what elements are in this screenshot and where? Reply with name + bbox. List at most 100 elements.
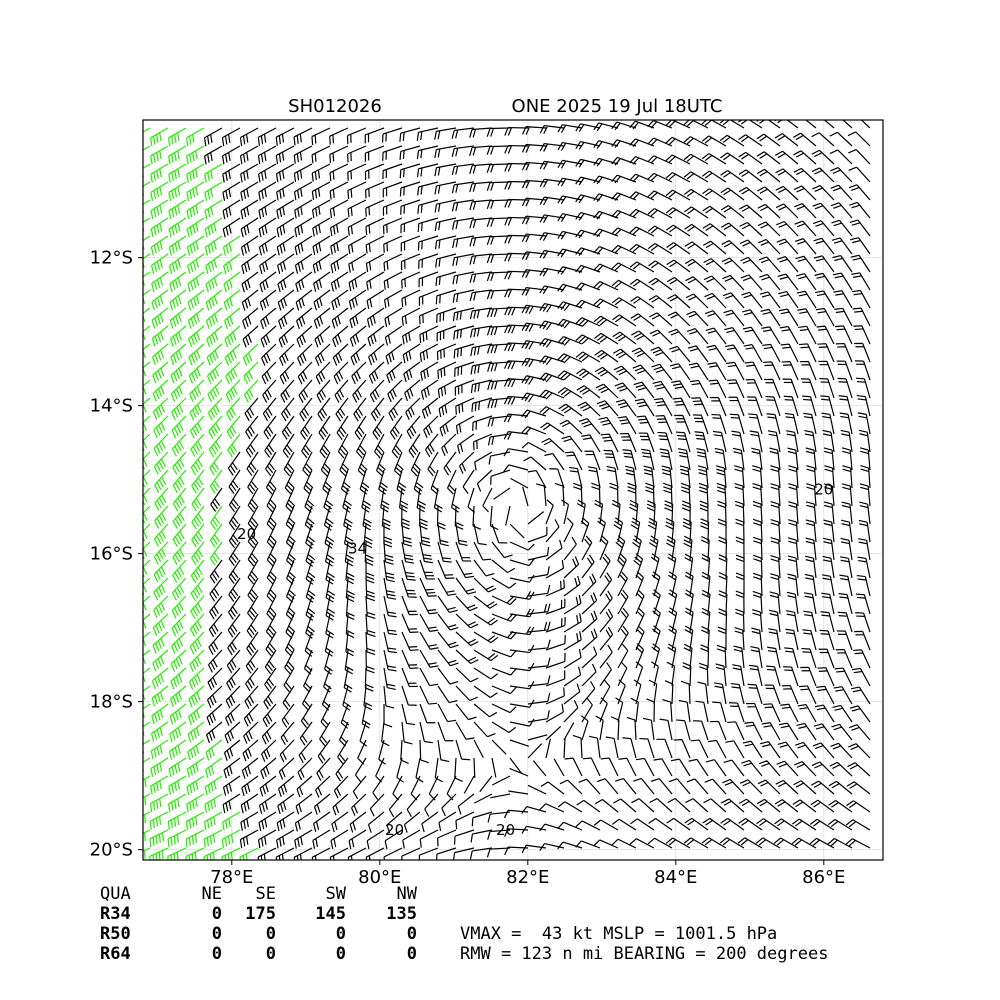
wind-barb bbox=[401, 505, 410, 530]
wind-barb bbox=[805, 501, 817, 525]
wind-barb bbox=[264, 667, 277, 692]
wind-barb bbox=[665, 224, 691, 237]
wind-barb bbox=[470, 379, 493, 394]
wind-barb bbox=[171, 613, 187, 637]
wind-barb bbox=[647, 155, 673, 165]
wind-barb bbox=[168, 163, 187, 183]
wind-barb bbox=[285, 577, 296, 603]
wind-barb bbox=[831, 723, 853, 741]
wind-barb bbox=[277, 793, 295, 815]
wind-barb bbox=[554, 482, 565, 507]
wind-barb bbox=[401, 613, 419, 633]
wind-barb bbox=[259, 253, 277, 275]
wind-barb bbox=[364, 541, 374, 566]
wind-barb bbox=[245, 415, 259, 440]
wind-barb bbox=[510, 477, 529, 489]
wind-barb bbox=[171, 415, 187, 439]
wind-barb bbox=[436, 343, 457, 361]
wind-barb bbox=[833, 686, 853, 705]
wind-barb bbox=[208, 415, 223, 439]
wind-barb bbox=[491, 703, 517, 714]
wind-barb bbox=[662, 698, 673, 723]
wind-barb bbox=[699, 500, 709, 525]
wind-barb bbox=[504, 306, 529, 316]
wind-barb bbox=[401, 541, 415, 564]
table-cell: 0 bbox=[266, 924, 276, 944]
wind-barb bbox=[724, 327, 745, 345]
wind-barb bbox=[606, 465, 619, 489]
wind-barb bbox=[747, 683, 763, 705]
wind-barb bbox=[473, 793, 493, 804]
wind-barb bbox=[594, 349, 619, 363]
wind-barb bbox=[769, 591, 781, 615]
y-tick-label: 20°S bbox=[90, 840, 133, 861]
wind-barb bbox=[384, 307, 403, 327]
wind-barb bbox=[171, 433, 187, 457]
wind-barb bbox=[463, 775, 475, 794]
wind-barb bbox=[470, 343, 493, 357]
wind-barb bbox=[829, 149, 853, 165]
wind-barb bbox=[572, 734, 583, 759]
wind-barb bbox=[225, 703, 241, 726]
wind-barb bbox=[527, 526, 548, 543]
wind-barb bbox=[837, 611, 853, 633]
wind-barb bbox=[737, 120, 763, 129]
wind-barb bbox=[708, 379, 727, 399]
wind-barb bbox=[313, 271, 331, 292]
wind-barb bbox=[242, 307, 259, 330]
wind-barb bbox=[576, 799, 601, 813]
wind-barb bbox=[649, 312, 673, 327]
wind-barb bbox=[143, 163, 151, 178]
wind-barb bbox=[313, 793, 331, 815]
wind-barb bbox=[563, 536, 577, 561]
wind-barb bbox=[752, 500, 763, 525]
wind-barb bbox=[421, 397, 439, 419]
wind-barb bbox=[798, 685, 817, 705]
wind-barb bbox=[347, 145, 367, 163]
wind-barb bbox=[694, 431, 709, 453]
wind-barb bbox=[171, 397, 187, 421]
wind-barb bbox=[204, 181, 223, 201]
wind-barb bbox=[683, 643, 693, 669]
wind-barb bbox=[775, 168, 799, 183]
wind-barb bbox=[451, 163, 475, 176]
wind-barb bbox=[246, 631, 259, 656]
wind-barb bbox=[830, 167, 853, 183]
wind-barb bbox=[854, 630, 871, 651]
wind-barb bbox=[242, 325, 259, 348]
wind-barb bbox=[653, 758, 673, 777]
wind-barb bbox=[652, 380, 673, 399]
wind-barb bbox=[521, 409, 547, 419]
wind-barb bbox=[720, 169, 745, 183]
wind-barb bbox=[188, 703, 205, 726]
wind-barb bbox=[545, 726, 562, 741]
wind-barb bbox=[491, 523, 508, 544]
wind-barb bbox=[688, 758, 709, 777]
wind-barb bbox=[258, 793, 277, 814]
wind-barb bbox=[491, 757, 497, 778]
table-cell: 0 bbox=[407, 924, 417, 944]
wind-barb bbox=[841, 483, 853, 507]
wind-barb bbox=[294, 253, 313, 274]
wind-barb bbox=[634, 398, 655, 417]
wind-barb bbox=[367, 811, 385, 833]
wind-barb bbox=[734, 465, 745, 489]
wind-barb bbox=[738, 151, 763, 165]
wind-barb bbox=[557, 301, 583, 312]
wind-barb bbox=[705, 327, 727, 345]
wind-barb bbox=[664, 680, 674, 705]
wind-barb bbox=[189, 379, 205, 403]
wind-barb bbox=[757, 186, 781, 201]
wind-barb bbox=[786, 430, 799, 453]
wind-barb bbox=[610, 716, 620, 741]
wind-barb bbox=[294, 829, 313, 849]
wind-barb bbox=[419, 523, 431, 547]
wind-barb bbox=[151, 667, 169, 689]
wind-barb bbox=[503, 809, 529, 819]
wind-barb bbox=[332, 325, 349, 348]
wind-barb bbox=[673, 739, 691, 759]
table-cell: 0 bbox=[212, 924, 222, 944]
wind-barb bbox=[593, 140, 619, 149]
wind-barb bbox=[302, 451, 313, 477]
wind-barb bbox=[172, 523, 187, 548]
